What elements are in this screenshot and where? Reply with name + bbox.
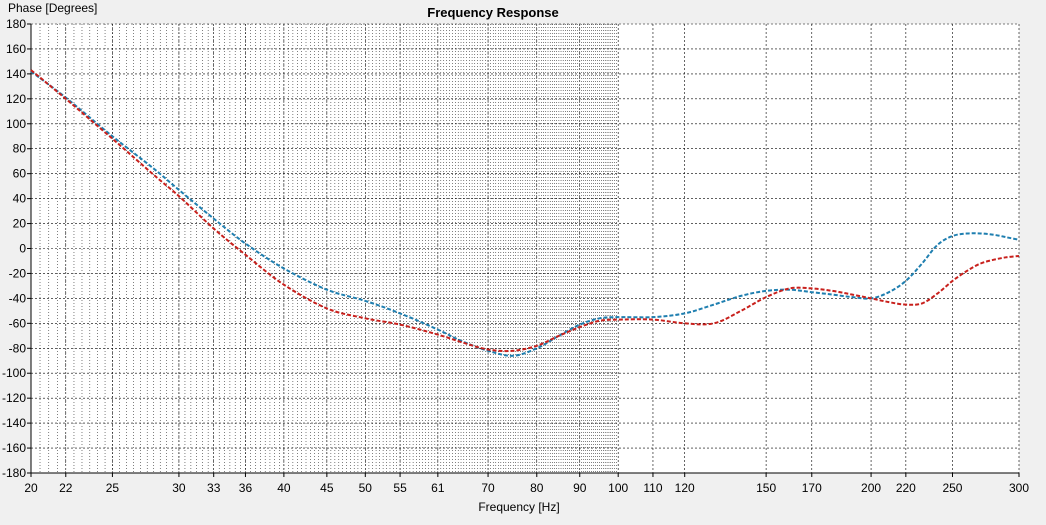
x-tick-label: 100 <box>608 481 628 495</box>
y-tick-label: -80 <box>9 341 27 355</box>
x-tick-label: 25 <box>106 481 120 495</box>
x-tick-label: 36 <box>239 481 253 495</box>
tick-labels: 180160140120100806040200-20-40-60-80-100… <box>2 17 1029 495</box>
x-tick-label: 150 <box>756 481 776 495</box>
series-line-2 <box>30 69 1020 353</box>
chart-title: Frequency Response <box>427 5 559 20</box>
x-tick-label: 33 <box>207 481 221 495</box>
y-tick-label: -40 <box>9 291 27 305</box>
x-tick-label: 250 <box>942 481 962 495</box>
x-axis-title: Frequency [Hz] <box>478 500 559 514</box>
y-tick-label: -100 <box>2 366 26 380</box>
y-axis-title: Phase [Degrees] <box>8 1 97 15</box>
y-tick-label: -120 <box>2 391 26 405</box>
grid <box>30 23 1020 474</box>
x-tick-label: 20 <box>24 481 38 495</box>
y-tick-label: 140 <box>6 67 26 81</box>
x-tick-label: 22 <box>59 481 73 495</box>
y-tick-label: 100 <box>6 117 26 131</box>
y-tick-label: 60 <box>13 167 27 181</box>
x-tick-label: 300 <box>1009 481 1029 495</box>
x-tick-label: 70 <box>481 481 495 495</box>
series-line-1 <box>30 70 1020 357</box>
x-tick-label: 220 <box>896 481 916 495</box>
x-tick-label: 55 <box>393 481 407 495</box>
y-tick-label: 160 <box>6 42 26 56</box>
series-lines <box>30 69 1020 357</box>
x-tick-label: 80 <box>530 481 544 495</box>
y-tick-label: 120 <box>6 92 26 106</box>
x-tick-label: 110 <box>643 481 662 495</box>
y-tick-label: 80 <box>13 142 27 156</box>
x-tick-label: 170 <box>802 481 822 495</box>
y-tick-label: -60 <box>9 316 27 330</box>
x-tick-label: 200 <box>861 481 881 495</box>
x-tick-label: 61 <box>431 481 445 495</box>
y-tick-label: 0 <box>19 242 26 256</box>
x-tick-label: 30 <box>172 481 186 495</box>
y-tick-label: 40 <box>13 192 27 206</box>
y-tick-label: -180 <box>2 466 26 480</box>
x-tick-label: 50 <box>359 481 373 495</box>
x-tick-label: 90 <box>573 481 587 495</box>
x-tick-label: 120 <box>675 481 695 495</box>
y-tick-label: -160 <box>2 441 26 455</box>
y-tick-label: 20 <box>13 217 27 231</box>
y-tick-label: -20 <box>9 266 27 280</box>
y-tick-label: 180 <box>6 17 26 31</box>
x-tick-label: 40 <box>277 481 291 495</box>
y-tick-label: -140 <box>2 416 26 430</box>
x-tick-label: 45 <box>320 481 334 495</box>
